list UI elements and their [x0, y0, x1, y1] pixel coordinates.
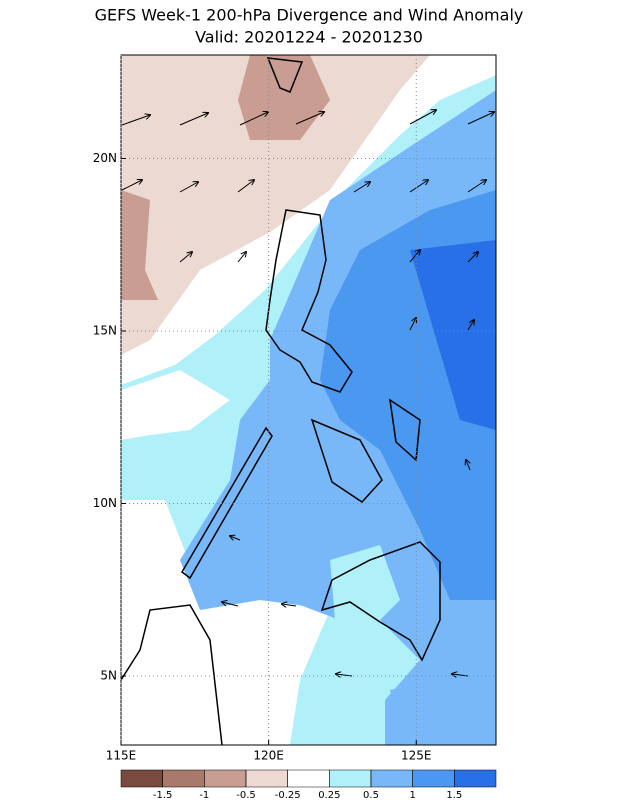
colorbar-label: -0.25 [275, 790, 301, 800]
title: GEFS Week-1 200-hPa Divergence and Wind … [95, 6, 524, 25]
colorbar-box [287, 769, 330, 788]
x-tick-label: 125E [401, 749, 432, 763]
contour-region [121, 370, 230, 440]
subtitle: Valid: 20201224 - 20201230 [195, 28, 423, 47]
map-fill [121, 55, 496, 745]
contour-region [121, 190, 158, 300]
contour-region [330, 545, 400, 630]
colorbar-label: 0.25 [318, 790, 340, 800]
y-tick-label: 10N [93, 496, 117, 510]
colorbar-label: -1 [199, 790, 209, 800]
contour-region [121, 55, 430, 355]
colorbar-label: -1.5 [153, 790, 173, 800]
colorbar-box [162, 769, 205, 788]
colorbar-box [120, 769, 163, 788]
colorbar-box [204, 769, 247, 788]
colorbar-label: 0.5 [363, 790, 379, 800]
colorbar-box [329, 769, 372, 788]
colorbar-box [370, 769, 413, 788]
y-tick-label: 15N [93, 324, 117, 338]
contour-region [390, 680, 470, 735]
contour-region [121, 500, 330, 745]
x-tick-label: 115E [106, 749, 137, 763]
colorbar-label: 1.5 [446, 790, 462, 800]
wind-arrows [121, 110, 494, 676]
colorbar-label: -0.5 [236, 790, 256, 800]
colorbar-label: 1 [409, 790, 415, 800]
colorbar-box [412, 769, 455, 788]
x-tick-label: 120E [253, 749, 284, 763]
contour-region [410, 240, 496, 430]
colorbar-box [454, 769, 497, 788]
colorbar-box [245, 769, 288, 788]
y-tick-label: 5N [100, 669, 117, 683]
y-tick-label: 20N [93, 151, 117, 165]
